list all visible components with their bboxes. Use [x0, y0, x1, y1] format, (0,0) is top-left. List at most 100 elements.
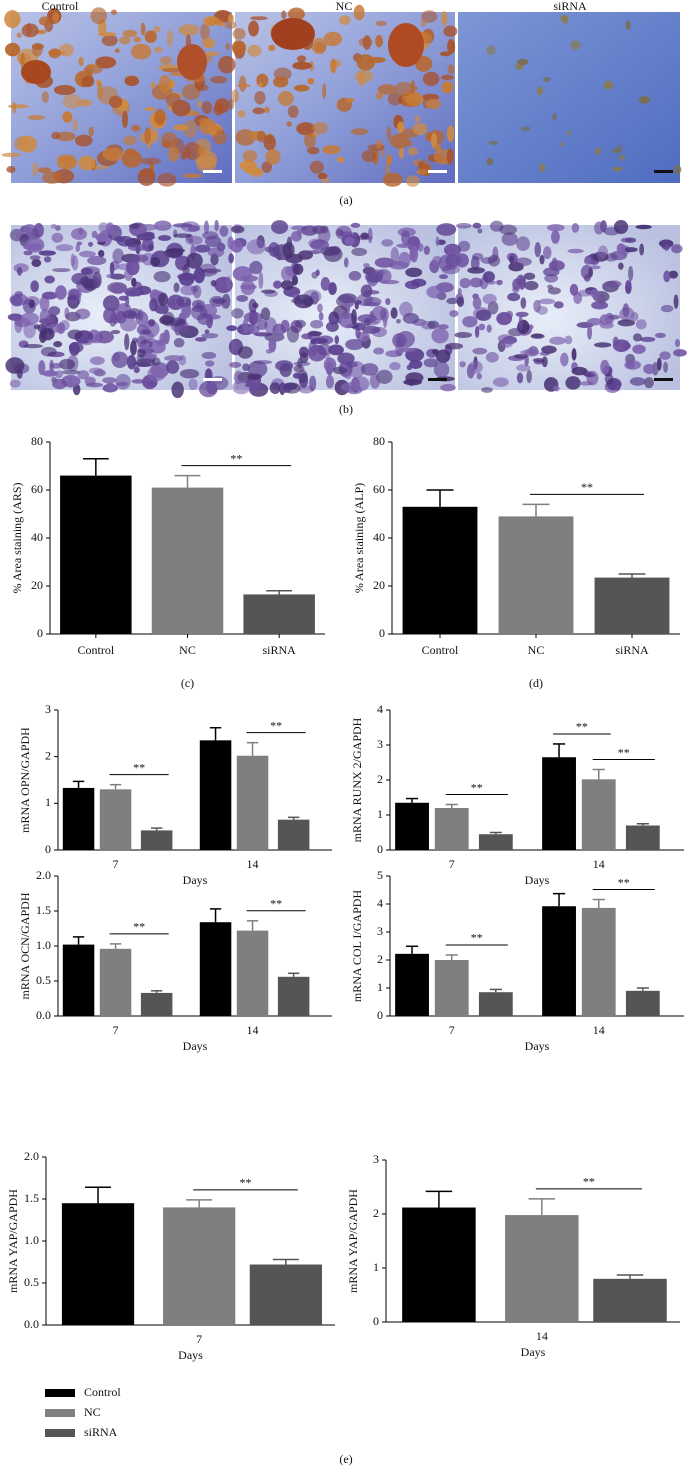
- stain: [171, 381, 184, 399]
- bar: [277, 976, 310, 1016]
- stain: [618, 154, 626, 161]
- stain: [307, 146, 320, 155]
- legend-swatch: [45, 1429, 75, 1437]
- stain: [622, 247, 638, 253]
- stain: [673, 349, 687, 357]
- stain: [454, 253, 469, 268]
- stain: [23, 243, 43, 251]
- stain: [436, 223, 457, 236]
- stain: [26, 22, 32, 36]
- stain: [485, 352, 499, 363]
- stain: [6, 165, 16, 173]
- stain: [131, 379, 145, 384]
- stain: [435, 236, 440, 247]
- stain: [405, 93, 424, 106]
- y-tick-label: 1: [377, 807, 383, 821]
- x-tick-label: 7: [113, 1023, 119, 1037]
- significance-label: **: [583, 1175, 595, 1189]
- stain: [95, 56, 117, 69]
- stain: [59, 358, 75, 370]
- stain: [309, 160, 324, 174]
- stain: [673, 294, 679, 309]
- stain: [90, 165, 110, 170]
- stain: [40, 327, 55, 341]
- stain: [278, 90, 294, 106]
- stain: [583, 274, 591, 282]
- stain: [434, 143, 442, 153]
- stain: [157, 172, 177, 187]
- x-axis-label: Days: [178, 1348, 203, 1362]
- stain: [418, 160, 424, 170]
- stain: [571, 223, 580, 233]
- stain: [600, 359, 610, 375]
- stain: [88, 126, 95, 137]
- stain: [71, 255, 79, 271]
- bar: [434, 808, 469, 850]
- stain: [361, 149, 377, 163]
- stain: [402, 312, 419, 324]
- stain: [78, 155, 96, 171]
- stain: [515, 257, 532, 267]
- stain: [227, 99, 235, 111]
- stain: [360, 232, 369, 240]
- stain: [168, 146, 180, 162]
- y-tick-label: 1: [373, 1260, 379, 1274]
- stain: [409, 245, 419, 263]
- stain: [173, 337, 185, 348]
- stain: [443, 25, 458, 37]
- stain: [122, 29, 138, 38]
- stain: [248, 324, 260, 335]
- stain: [159, 56, 172, 65]
- bar: [594, 577, 670, 634]
- stain: [345, 361, 358, 368]
- stain: [205, 360, 215, 367]
- bar: [99, 948, 132, 1016]
- y-tick-label: 0: [373, 1314, 379, 1328]
- stain: [307, 77, 315, 85]
- stain: [421, 10, 438, 23]
- stain: [345, 338, 364, 350]
- stain: [606, 280, 622, 288]
- stain: [178, 24, 200, 36]
- stain: [256, 130, 267, 143]
- y-tick-label: 4: [377, 896, 383, 910]
- stain: [119, 36, 131, 45]
- bar: [236, 930, 269, 1016]
- stain: [203, 220, 209, 235]
- stain: [308, 331, 323, 337]
- stain: [541, 345, 557, 354]
- stain: [249, 260, 263, 275]
- y-axis-label: % Area staining (ARS): [10, 483, 24, 594]
- stain: [654, 332, 666, 338]
- stain: [612, 166, 623, 172]
- y-tick-label: 1.5: [24, 1191, 39, 1205]
- stain: [351, 308, 357, 325]
- stain: [389, 133, 410, 149]
- stain: [188, 378, 198, 391]
- stain: [312, 121, 328, 134]
- micrographs: [1, 4, 687, 399]
- scale-bar: [428, 170, 447, 173]
- panel-label: (d): [529, 676, 543, 690]
- stain: [318, 227, 331, 244]
- y-tick-label: 0: [379, 626, 385, 640]
- stain: [532, 358, 545, 363]
- stain: [53, 84, 76, 96]
- stain: [260, 289, 276, 294]
- stain: [131, 124, 141, 132]
- stain: [621, 342, 631, 350]
- stain: [58, 43, 75, 57]
- stain: [186, 252, 203, 269]
- x-axis-label: Days: [183, 873, 208, 887]
- stain: [303, 297, 313, 307]
- stain: [294, 84, 310, 92]
- y-tick-label: 80: [31, 434, 43, 448]
- stain: [179, 272, 195, 286]
- stain: [112, 352, 120, 362]
- stain: [382, 172, 403, 187]
- y-tick-label: 2.0: [24, 1149, 39, 1163]
- stain: [487, 301, 499, 315]
- stain: [328, 344, 344, 356]
- y-axis-label: mRNA RUNX 2/GAPDH: [350, 717, 364, 842]
- stain: [612, 336, 619, 347]
